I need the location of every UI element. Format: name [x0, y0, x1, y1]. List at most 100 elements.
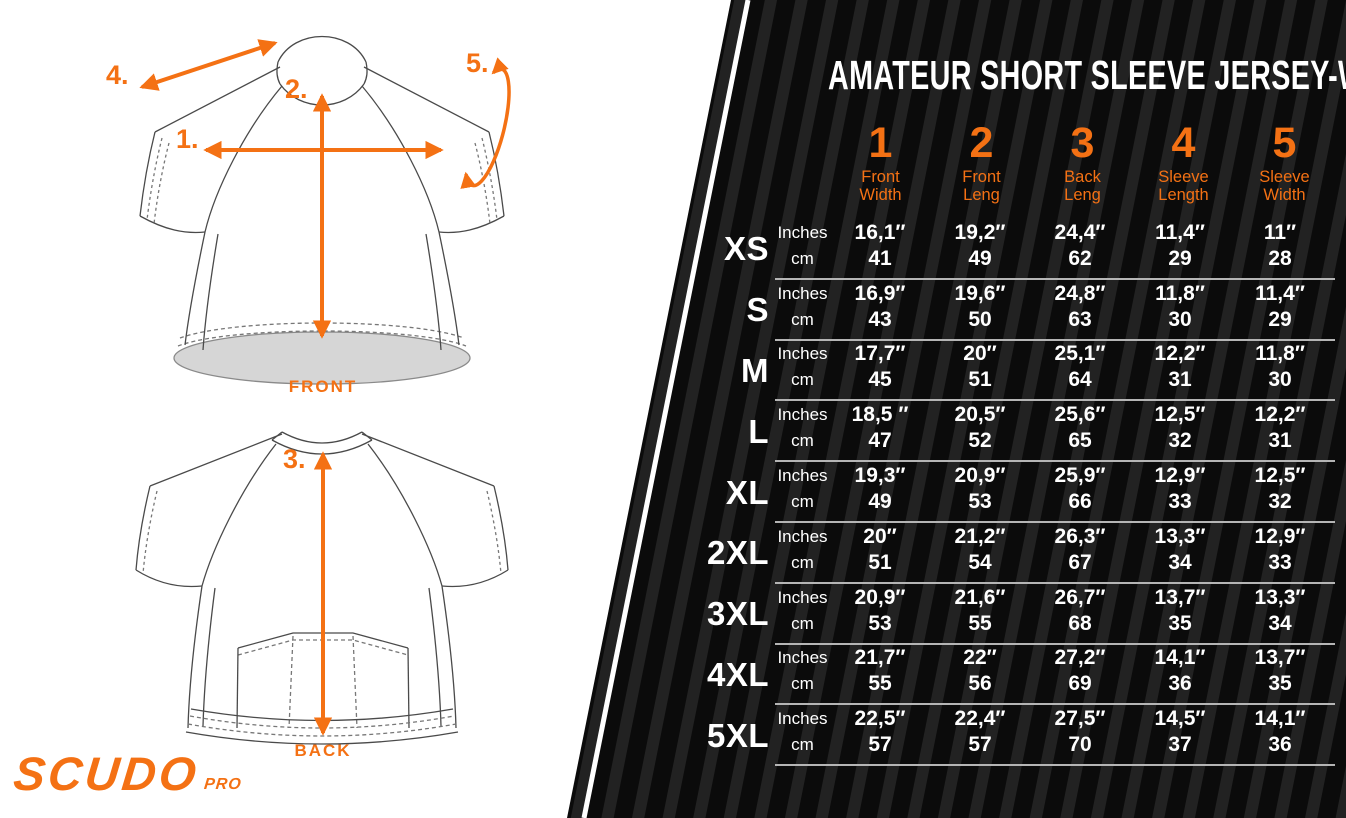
- inches-value: 21,7″: [854, 646, 906, 670]
- cm-value: 55: [868, 672, 892, 696]
- inches-value: 13,3″: [1154, 524, 1206, 548]
- cm-value: 34: [1168, 550, 1192, 574]
- brand-logo: SCUDO PRO: [11, 747, 243, 800]
- inches-value: 12,9″: [1254, 524, 1306, 548]
- inches-line: Inches 16,9″ 19,6″ 24,8″ 11,8″ 11,4″: [775, 281, 1335, 307]
- cm-value: 35: [1268, 672, 1292, 696]
- cm-value: 33: [1268, 550, 1292, 574]
- brand-suffix: PRO: [202, 776, 243, 793]
- cm-value: 30: [1168, 307, 1192, 331]
- measurement-marker-4: 4.: [106, 60, 129, 90]
- inches-value: 14,1″: [1254, 707, 1306, 731]
- size-label: 4XL: [706, 655, 769, 693]
- size-table-rows: XS Inches 16,1″ 19,2″ 24,4″ 11,4″ 11″ cm 41 4…: [685, 219, 1335, 767]
- inches-value: 11,4″: [1255, 281, 1305, 305]
- unit-label-inches: Inches: [777, 587, 828, 607]
- cm-value: 36: [1268, 733, 1292, 757]
- row-measurements: Inches 16,1″ 19,2″ 24,4″ 11,4″ 11″ cm 41 49 62…: [775, 219, 1335, 280]
- column-number: 5: [1272, 119, 1297, 167]
- unit-label-inches: Inches: [777, 466, 828, 486]
- cm-value: 45: [868, 368, 892, 392]
- inches-value: 11,8″: [1255, 342, 1305, 366]
- cm-value: 41: [868, 246, 892, 270]
- inches-value: 22,5″: [854, 707, 906, 731]
- unit-label-inches: Inches: [777, 648, 828, 668]
- inches-value: 12,9″: [1154, 464, 1206, 488]
- inches-value: 19,3″: [854, 464, 906, 488]
- inches-value: 16,1″: [854, 220, 906, 244]
- column-header-3: 3 Back Leng: [1032, 122, 1133, 205]
- cm-value: 67: [1068, 550, 1092, 574]
- cm-line: cm 53 55 68 35 34: [775, 611, 1335, 637]
- inches-value: 11,8″: [1155, 281, 1205, 305]
- size-row: S Inches 16,9″ 19,6″ 24,8″ 11,8″ 11,4″ cm 43…: [685, 280, 1335, 341]
- size-label: 2XL: [706, 534, 769, 572]
- inches-value: 27,5″: [1054, 707, 1106, 731]
- row-measurements: Inches 21,7″ 22″ 27,2″ 14,1″ 13,7″ cm 55 56 69…: [775, 645, 1335, 706]
- cm-value: 68: [1068, 611, 1092, 635]
- cm-line: cm 55 56 69 36 35: [775, 671, 1335, 697]
- chart-title: AMATEUR SHORT SLEEVE JERSEY-WOMAN: [828, 52, 1346, 98]
- inches-value: 18,5 ″: [851, 403, 909, 427]
- measurement-marker-2: 2.: [285, 74, 308, 104]
- column-number: 4: [1171, 119, 1196, 167]
- column-number: 1: [868, 119, 893, 167]
- cm-value: 34: [1268, 611, 1292, 635]
- size-label: XL: [725, 473, 769, 511]
- size-label: L: [748, 412, 769, 450]
- unit-label-inches: Inches: [777, 222, 828, 242]
- measurement-marker-5: 5.: [466, 48, 489, 78]
- cm-value: 66: [1068, 490, 1092, 514]
- inches-value: 13,3″: [1254, 585, 1306, 609]
- inches-line: Inches 22,5″ 22,4″ 27,5″ 14,5″ 14,1″: [775, 706, 1335, 732]
- unit-label-cm: cm: [791, 492, 814, 512]
- inches-value: 12,5″: [1254, 464, 1306, 488]
- size-row: 5XL Inches 22,5″ 22,4″ 27,5″ 14,5″ 14,1″ cm …: [685, 705, 1335, 767]
- inches-value: 25,1″: [1054, 342, 1106, 366]
- inches-value: 24,8″: [1054, 281, 1106, 305]
- column-label: Front Width: [859, 168, 902, 205]
- inches-line: Inches 18,5 ″ 20,5″ 25,6″ 12,5″ 12,2″: [775, 402, 1335, 428]
- cm-value: 63: [1068, 307, 1092, 331]
- size-row: XL Inches 19,3″ 20,9″ 25,9″ 12,9″ 12,5″ cm 4…: [685, 462, 1335, 523]
- inches-line: Inches 20,9″ 21,6″ 26,7″ 13,7″ 13,3″: [775, 585, 1335, 611]
- cm-value: 57: [968, 733, 992, 757]
- row-measurements: Inches 17,7″ 20″ 25,1″ 12,2″ 11,8″ cm 45 51 64…: [775, 341, 1335, 402]
- cm-value: 53: [968, 490, 992, 514]
- column-header-4: 4 Sleeve Length: [1133, 122, 1234, 205]
- inches-value: 11,4″: [1155, 220, 1205, 244]
- brand-name: SCUDO: [11, 747, 202, 800]
- column-number: 3: [1070, 119, 1095, 167]
- front-view-label: FRONT: [288, 377, 358, 396]
- cm-line: cm 43 50 63 30 29: [775, 307, 1335, 333]
- diagonal-accent-line: [581, 0, 751, 818]
- inches-value: 20,5″: [954, 403, 1006, 427]
- inches-value: 20″: [963, 342, 997, 366]
- column-headers: 1 Front Width 2 Front Leng 3 Back Leng 4…: [830, 122, 1335, 205]
- cm-value: 32: [1268, 490, 1292, 514]
- cm-value: 56: [968, 672, 992, 696]
- inches-value: 21,6″: [954, 585, 1006, 609]
- cm-line: cm 49 53 66 33 32: [775, 489, 1335, 515]
- inches-value: 12,2″: [1154, 342, 1206, 366]
- cm-value: 53: [868, 611, 892, 635]
- inches-value: 26,7″: [1054, 585, 1106, 609]
- inches-value: 25,9″: [1054, 464, 1106, 488]
- inches-value: 24,4″: [1054, 220, 1106, 244]
- unit-label-inches: Inches: [777, 526, 828, 546]
- cm-value: 47: [868, 429, 892, 453]
- cm-line: cm 57 57 70 37 36: [775, 732, 1335, 758]
- cm-value: 51: [968, 368, 992, 392]
- unit-label-cm: cm: [791, 674, 814, 694]
- cm-value: 32: [1168, 429, 1192, 453]
- cm-value: 52: [968, 429, 992, 453]
- back-view-label: BACK: [294, 741, 352, 760]
- row-measurements: Inches 20″ 21,2″ 26,3″ 13,3″ 12,9″ cm 51 54 67…: [775, 523, 1335, 584]
- cm-line: cm 47 52 65 32 31: [775, 428, 1335, 454]
- cm-value: 29: [1168, 246, 1192, 270]
- cm-line: cm 45 51 64 31 30: [775, 367, 1335, 393]
- inches-line: Inches 21,7″ 22″ 27,2″ 14,1″ 13,7″: [775, 645, 1335, 671]
- inches-value: 12,2″: [1254, 403, 1306, 427]
